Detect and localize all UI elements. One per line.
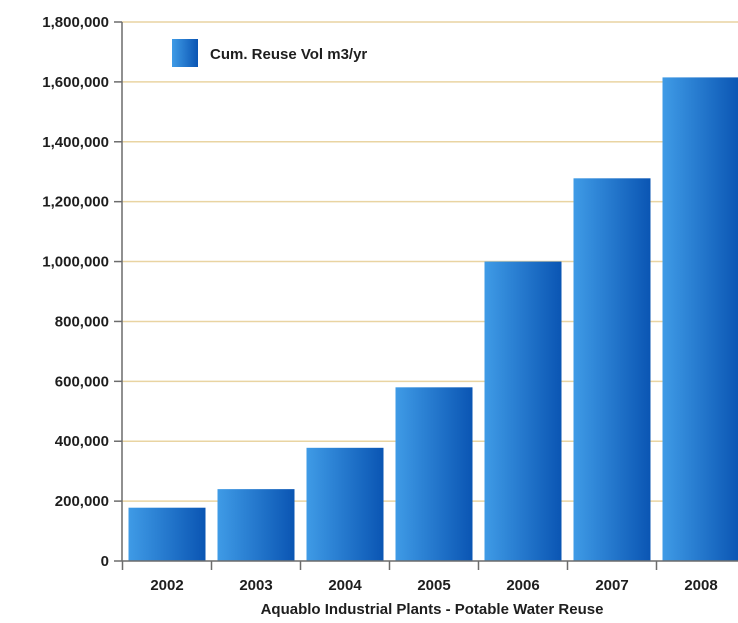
bar-2008	[662, 77, 738, 562]
y-tick-label-1: 200,000	[55, 493, 109, 510]
y-tick-label-2: 400,000	[55, 433, 109, 450]
x-tick-label-2008: 2008	[684, 577, 717, 594]
bar-2002	[128, 507, 206, 561]
y-axis-ticks: 0 200,000 400,000 600,000 800,000 1,000,000 1,…	[42, 14, 122, 570]
axes	[121, 22, 738, 562]
y-tick-label-4: 800,000	[55, 313, 109, 330]
y-tick-label-6: 1,200,000	[42, 194, 109, 211]
x-axis-ticks: 2002 2003 2004 2005 2006 2007 2008	[121, 561, 718, 594]
y-tick-label-9: 1,800,000	[42, 14, 109, 31]
legend-label: Cum. Reuse Vol m3/yr	[210, 46, 367, 63]
y-tick-label-7: 1,400,000	[42, 134, 109, 151]
x-tick-label-2004: 2004	[328, 577, 362, 594]
x-tick-label-2007: 2007	[595, 577, 628, 594]
x-tick-label-2002: 2002	[150, 577, 183, 594]
bar-2004	[306, 447, 384, 561]
legend: Cum. Reuse Vol m3/yr	[172, 39, 367, 67]
grid-lines	[122, 21, 738, 502]
x-axis-title: Aquablo Industrial Plants - Potable Wate…	[261, 601, 604, 618]
x-tick-label-2006: 2006	[506, 577, 539, 594]
y-tick-label-8: 1,600,000	[42, 74, 109, 91]
bar-2007	[573, 178, 651, 561]
bar-2003	[217, 489, 295, 561]
y-tick-label-0: 0	[101, 553, 109, 570]
bar-2006	[484, 261, 562, 561]
y-tick-label-5: 1,000,000	[42, 254, 109, 271]
x-tick-label-2003: 2003	[239, 577, 272, 594]
y-tick-label-3: 600,000	[55, 373, 109, 390]
bar-2005	[395, 387, 473, 561]
bars	[128, 77, 738, 562]
x-tick-label-2005: 2005	[417, 577, 450, 594]
legend-swatch	[172, 39, 198, 67]
